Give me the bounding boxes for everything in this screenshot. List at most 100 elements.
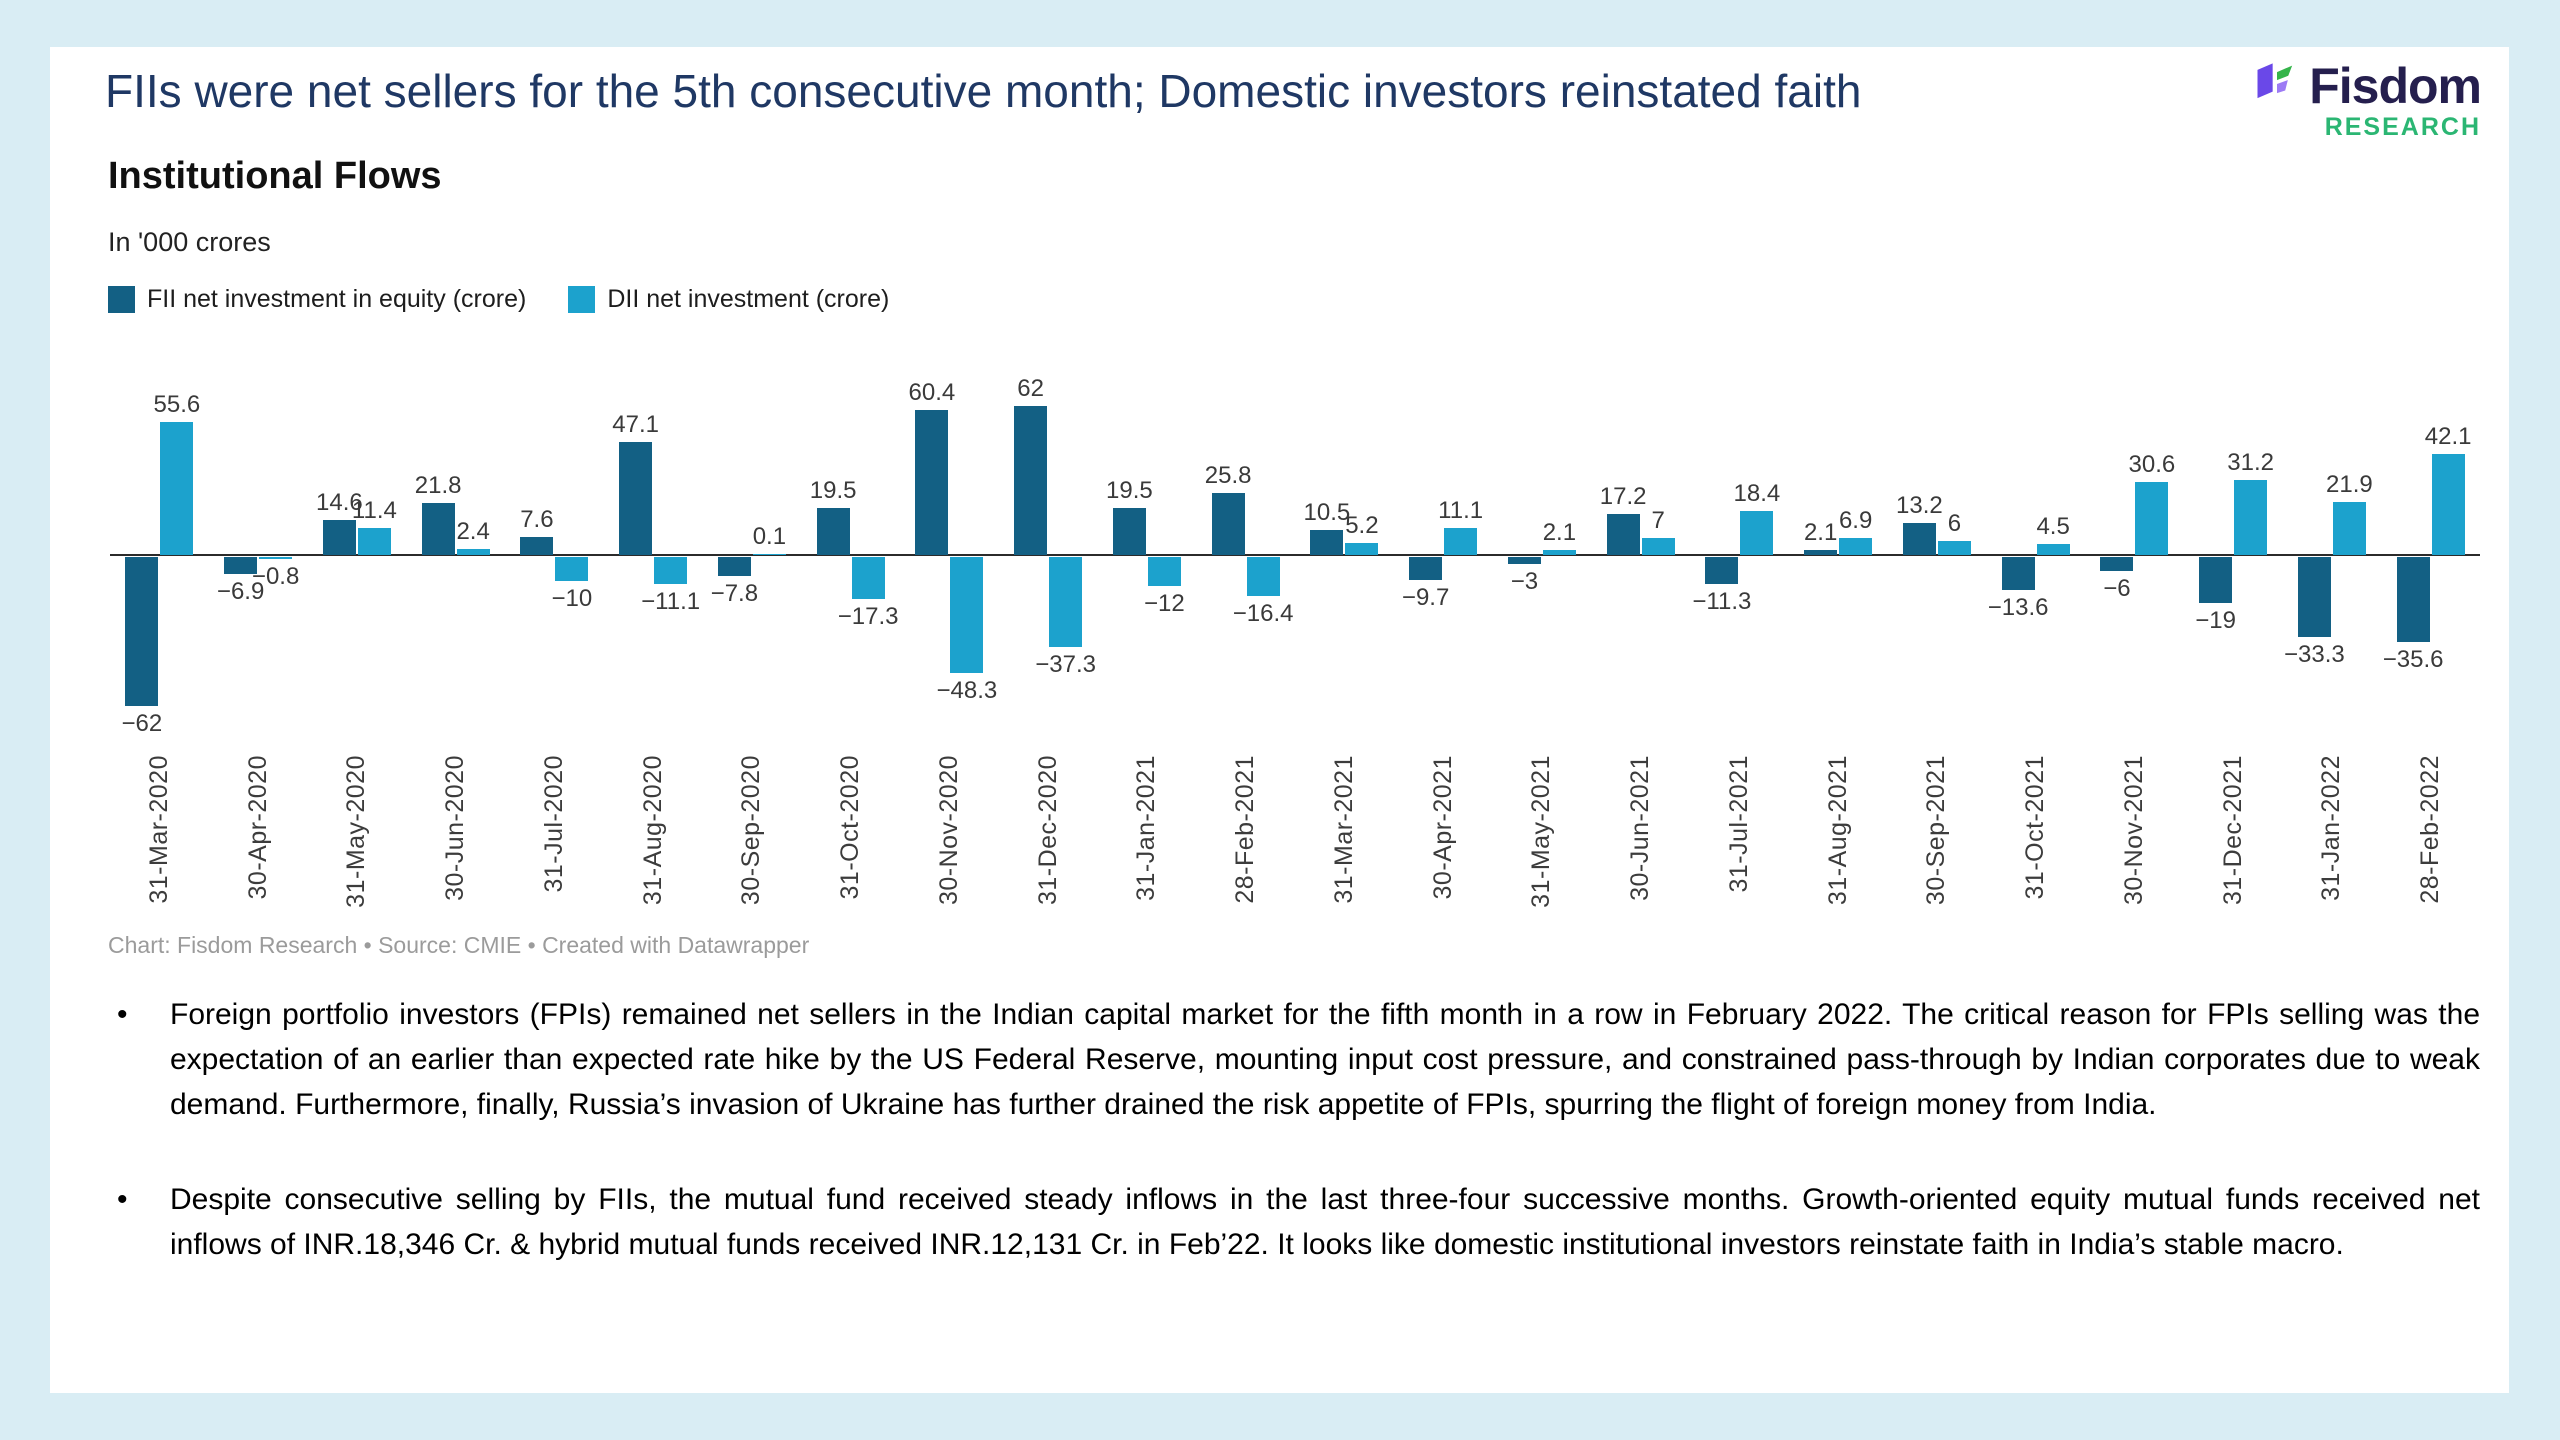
dii-legend-label: DII net investment (crore) — [607, 285, 890, 313]
x-axis-label: 31-Mar-2020 — [144, 755, 173, 904]
fii-bar — [322, 519, 356, 555]
x-axis-label-cell: 31-Dec-2020 — [999, 755, 1098, 940]
zero-axis-line — [110, 554, 2480, 556]
bar-group: 10.5 5.2 — [1295, 375, 1394, 760]
x-axis-label-cell: 31-Jul-2021 — [1690, 755, 1789, 940]
x-axis-label: 31-Mar-2021 — [1329, 755, 1358, 904]
fii-bar — [1804, 549, 1838, 555]
chart-subtitle: In '000 crores — [108, 227, 271, 257]
commentary-list: • Foreign portfolio investors (FPIs) rem… — [105, 992, 2480, 1267]
bar-value-label: 47.1 — [612, 410, 659, 438]
bar-group: −62 55.6 — [110, 375, 209, 760]
bar-value-label: 55.6 — [153, 390, 201, 418]
bar-group: 19.5 −17.3 — [801, 375, 900, 760]
bar-group: −19 31.2 — [2184, 375, 2283, 760]
bar-group: 14.6 11.4 — [308, 375, 407, 760]
bar-group: −9.7 11.1 — [1394, 375, 1493, 760]
bar-value-label: −16.4 — [1232, 600, 1294, 628]
x-axis-label: 31-Dec-2021 — [2218, 755, 2247, 906]
bar-value-label: 13.2 — [1896, 492, 1943, 520]
bar-value-label: −37.3 — [1035, 650, 1096, 678]
bar-value-label: −12 — [1144, 589, 1185, 617]
dii-legend-swatch — [568, 286, 596, 313]
fisdom-logo: Fisdom RESEARCH — [2251, 57, 2482, 142]
fii-bar — [2100, 557, 2134, 572]
fii-bar — [816, 508, 850, 555]
fii-bar — [1014, 406, 1048, 555]
x-axis-label-cell: 31-Mar-2021 — [1295, 755, 1394, 940]
bar-value-label: 2.1 — [1803, 518, 1838, 546]
x-axis-label: 31-Jul-2020 — [539, 755, 568, 893]
fii-bar — [1606, 513, 1640, 555]
x-axis-label: 31-Aug-2021 — [1823, 755, 1852, 906]
dii-bar — [752, 553, 786, 555]
bullet-marker: • — [117, 1183, 128, 1216]
x-axis-label: 30-Jun-2021 — [1626, 755, 1655, 901]
x-axis-label-cell: 31-Oct-2020 — [801, 755, 900, 940]
bar-value-label: 2.1 — [1542, 518, 1577, 546]
x-axis-label-cell: 30-Nov-2020 — [900, 755, 999, 940]
x-axis-label: 28-Feb-2021 — [1231, 755, 1260, 904]
x-axis-label-cell: 31-Aug-2020 — [604, 755, 703, 940]
bar-value-label: 19.5 — [1106, 477, 1153, 505]
x-axis-label: 31-May-2020 — [342, 755, 371, 908]
bullet-text: Despite consecutive selling by FIIs, the… — [170, 1183, 2480, 1261]
bar-value-label: −3 — [1510, 568, 1539, 596]
x-axis-label: 30-Nov-2021 — [2119, 755, 2148, 906]
bar-group: −6 30.6 — [2085, 375, 2184, 760]
x-axis-label-cell: 30-Apr-2020 — [209, 755, 308, 940]
dii-bar — [2135, 481, 2169, 555]
x-axis-label-cell: 31-Aug-2021 — [1789, 755, 1888, 940]
x-axis-label: 31-Jan-2021 — [1132, 755, 1161, 901]
bar-group: −13.6 4.5 — [1986, 375, 2085, 760]
bar-plot-area: −62 55.6 −6.9 −0.8 14.6 11.4 21.8 2.4 7.6 −10 47.1… — [110, 375, 2480, 760]
x-axis-label-cell: 31-Dec-2021 — [2184, 755, 2283, 940]
bar-group: −7.8 0.1 — [703, 375, 802, 760]
x-axis-label-cell: 30-Sep-2021 — [1888, 755, 1987, 940]
x-axis-label: 30-Apr-2021 — [1428, 755, 1457, 900]
fii-legend-label: FII net investment in equity (crore) — [147, 285, 527, 313]
page-title: FIIs were net sellers for the 5th consec… — [105, 65, 1862, 117]
fii-bar — [1310, 529, 1344, 555]
chart-legend: FII net investment in equity (crore) DII… — [108, 285, 889, 314]
bar-group: 19.5 −12 — [1098, 375, 1197, 760]
dii-bar — [1740, 510, 1774, 555]
bar-value-label: −6.9 — [216, 577, 265, 605]
bar-value-label: 31.2 — [2227, 449, 2274, 477]
x-axis-label: 30-Sep-2020 — [737, 755, 766, 906]
fii-bar — [520, 536, 554, 555]
bar-group: 21.8 2.4 — [406, 375, 505, 760]
bar-value-label: −35.6 — [2382, 646, 2444, 674]
x-axis-label: 30-Sep-2021 — [1922, 755, 1951, 906]
bar-value-label: 60.4 — [908, 379, 956, 407]
x-axis-label: 31-Aug-2020 — [638, 755, 667, 906]
x-axis: 31-Mar-2020 30-Apr-2020 31-May-2020 30-Jun-… — [110, 755, 2480, 940]
fii-bar — [1507, 557, 1541, 565]
bar-value-label: 11.4 — [351, 496, 397, 524]
dii-bar — [1147, 557, 1181, 586]
x-axis-label-cell: 31-May-2021 — [1493, 755, 1592, 940]
x-axis-label: 31-May-2021 — [1527, 755, 1556, 908]
bar-group: −3 2.1 — [1493, 375, 1592, 760]
chart-title: Institutional Flows — [108, 155, 442, 197]
bar-value-label: 25.8 — [1204, 462, 1252, 490]
bar-value-label: 21.8 — [414, 471, 462, 499]
x-axis-label-cell: 31-Oct-2021 — [1986, 755, 2085, 940]
bar-value-label: 14.6 — [316, 488, 363, 516]
dii-bar — [851, 557, 885, 599]
bar-value-label: 11.1 — [1438, 497, 1484, 525]
dii-bar — [2431, 453, 2465, 555]
fii-bar — [1902, 523, 1936, 555]
dii-bar — [2036, 544, 2070, 555]
bar-value-label: 2.4 — [456, 518, 490, 546]
fii-bar — [619, 441, 653, 555]
bar-group: −35.6 42.1 — [2381, 375, 2480, 760]
dii-bar — [1542, 549, 1576, 555]
bar-value-label: −17.3 — [837, 602, 899, 630]
fii-bar — [1409, 557, 1443, 581]
bar-group: 2.1 6.9 — [1789, 375, 1888, 760]
dii-bar — [950, 557, 984, 673]
bar-group: −11.3 18.4 — [1690, 375, 1789, 760]
x-axis-label-cell: 31-Jan-2022 — [2283, 755, 2382, 940]
x-axis-label-cell: 31-Mar-2020 — [110, 755, 209, 940]
